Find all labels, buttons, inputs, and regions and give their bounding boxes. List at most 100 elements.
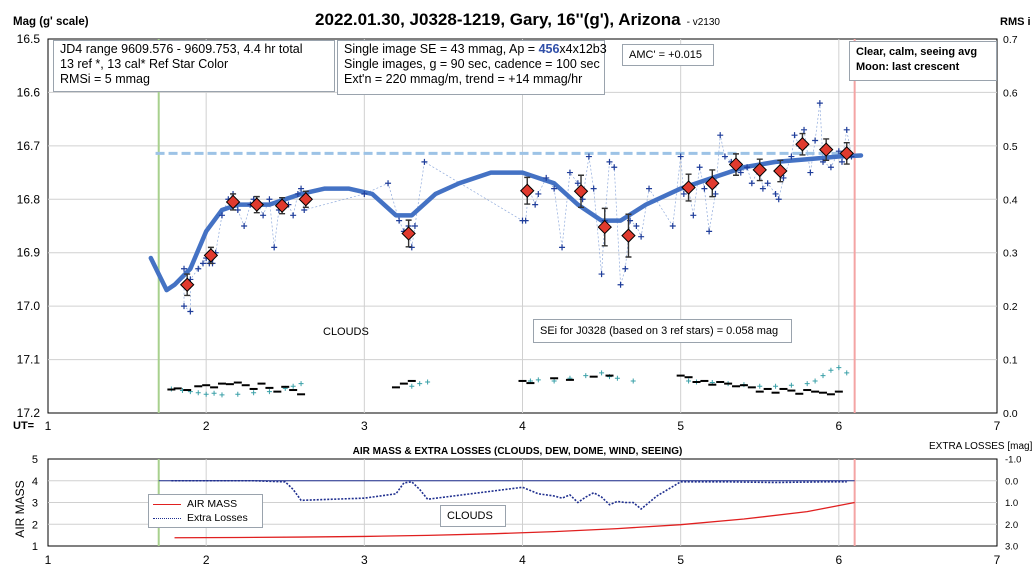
conditions-line-2: Moon: last crescent: [856, 61, 960, 73]
single-image-point: [780, 174, 787, 181]
average-point: [621, 228, 636, 243]
average-point: [274, 198, 290, 213]
info-left-line-1: JD4 range 9609.576 - 9609.753, 4.4 hr to…: [60, 42, 303, 56]
average-point: [203, 248, 219, 263]
rms-point: [828, 367, 834, 373]
single-image-point: [566, 169, 573, 176]
single-image-point: [195, 265, 202, 272]
single-image-point: [606, 158, 613, 165]
single-image-point: [598, 271, 605, 278]
rms-point: [788, 382, 794, 388]
rms-point: [290, 383, 296, 389]
average-point: [818, 142, 834, 157]
extra-losses-tick-label: -1.0: [1005, 455, 1021, 466]
rms-point: [219, 392, 225, 398]
lower-x-tick-label: 3: [361, 553, 368, 567]
single-image-point: [385, 180, 392, 187]
legend-label-extra: Extra Losses: [187, 512, 248, 524]
rms-point: [409, 383, 415, 389]
average-point: [401, 226, 416, 241]
single-image-point: [535, 190, 542, 197]
single-image-point: [807, 169, 814, 176]
rms-tick-label: 0.6: [1003, 87, 1018, 99]
extra-losses-axis-label: EXTRA LOSSES [mag]: [929, 441, 1033, 452]
single-image-point: [820, 158, 827, 165]
rms-point: [535, 377, 541, 383]
airmass-line: [174, 501, 855, 539]
average-point: [773, 163, 788, 179]
single-image-point: [737, 169, 744, 176]
single-image-point: [590, 185, 597, 192]
rms-tick-label: 0.1: [1003, 355, 1018, 367]
single-image-point: [638, 233, 645, 240]
airmass-axis-label: AIR MASS: [13, 480, 27, 538]
lower-x-tick-label: 4: [519, 553, 526, 567]
average-point: [795, 137, 810, 152]
rms-point: [804, 381, 810, 387]
conditions-line-1: Clear, calm, seeing avg: [856, 46, 978, 58]
rms-point: [583, 373, 589, 379]
average-point: [179, 277, 195, 292]
rms-point: [251, 390, 257, 396]
single-image-point: [677, 153, 684, 160]
single-image-point: [712, 190, 719, 197]
extra-losses-line: [171, 479, 847, 511]
chart-title-text: 2022.01.30, J0328-1219, Gary, 16''(g'), …: [315, 10, 681, 29]
rms-point: [614, 375, 620, 381]
average-point: [520, 183, 535, 198]
single-image-point: [200, 260, 207, 267]
single-image-point: [812, 137, 819, 144]
lower-legend: AIR MASS Extra Losses: [148, 494, 263, 528]
rms-tick-label: 0.2: [1003, 301, 1018, 313]
single-image-point: [361, 190, 368, 197]
single-image-point: [294, 190, 301, 197]
main-x-tick-label: 6: [835, 419, 842, 433]
legend-swatch-extra: [153, 517, 181, 519]
info-left-line-3: RMSi = 5 mmag: [60, 72, 150, 86]
single-image-point: [271, 244, 278, 251]
info-mid-line-1-prefix: Single image SE = 43 mmag, Ap =: [344, 42, 539, 56]
rms-tick-label: 0.0: [1003, 408, 1018, 420]
average-point: [705, 176, 720, 191]
info-box-middle: Single image SE = 43 mmag, Ap = 456x4x12…: [337, 40, 607, 95]
single-image-point: [411, 223, 418, 229]
rms-point: [820, 373, 826, 379]
main-x-tick-label: 2: [203, 419, 210, 433]
main-y-tick-label: 16.5: [17, 32, 41, 46]
legend-label-airmass: AIR MASS: [187, 498, 238, 510]
single-image-point: [617, 281, 624, 288]
single-image-point: [764, 180, 771, 187]
single-image-point: [669, 223, 676, 229]
single-image-point: [696, 164, 703, 171]
lower-y-tick-label: 4: [32, 476, 38, 488]
legend-item-extra: Extra Losses: [153, 511, 258, 525]
rms-point: [417, 381, 423, 387]
single-image-point: [744, 164, 751, 171]
single-image-point: [532, 201, 539, 208]
amc-box: AMC' = +0.015: [622, 44, 714, 66]
single-image-point: [421, 158, 428, 165]
single-image-point: [843, 126, 850, 133]
single-image-point: [690, 212, 697, 219]
single-image-point: [611, 164, 618, 171]
rms-point: [425, 379, 431, 385]
conditions-box: Clear, calm, seeing avg Moon: last cresc…: [849, 41, 997, 81]
average-point: [225, 194, 241, 210]
main-y-tick-label: 16.8: [17, 192, 41, 206]
lower-y-tick-label: 2: [32, 519, 38, 531]
lower-x-tick-label: 7: [994, 553, 1001, 567]
clouds-annotation-main: CLOUDS: [323, 326, 369, 338]
single-image-point: [838, 158, 845, 165]
average-point: [752, 162, 767, 178]
single-image-point: [585, 153, 592, 160]
extra-losses-tick-label: 2.0: [1005, 520, 1018, 531]
single-image-point: [522, 217, 529, 224]
single-image-point: [801, 126, 808, 133]
single-image-point: [290, 212, 297, 219]
single-image-point: [241, 223, 248, 229]
lower-x-tick-label: 6: [835, 553, 842, 567]
rms-point: [844, 370, 850, 376]
single-image-point: [759, 185, 766, 192]
single-image-point: [827, 164, 834, 171]
